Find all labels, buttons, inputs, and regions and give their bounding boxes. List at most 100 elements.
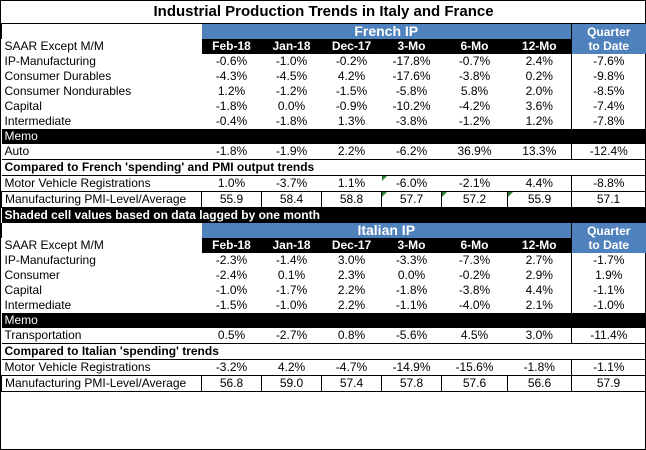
table-cell: -2.4% <box>215 268 248 282</box>
row-label: IP-Manufacturing <box>4 54 96 68</box>
table-cell: 58.4 <box>261 191 322 208</box>
qtd-line1: Quarter <box>587 25 631 39</box>
table-cell: -1.0% <box>275 298 308 312</box>
table-cell: -1.1% <box>570 359 646 376</box>
table-row: IP-Manufacturing -0.6% -1.0% -0.2% -17.8% -0.… <box>2 54 646 69</box>
table-cell: 1.9% <box>570 268 646 283</box>
table-row: Consumer -2.4% 0.1% 2.3% 0.0% -0.2% 2.9% 1.9% <box>2 268 646 283</box>
table-cell: 57.4 <box>321 375 382 392</box>
table-row: Capital -1.0% -1.7% 2.2% -1.8% -3.8% 4.4% -1.1% <box>2 283 646 298</box>
table-cell: 4.2% <box>337 69 366 83</box>
table-cell: 57.7 <box>381 191 442 208</box>
col-header: Feb-18 <box>201 39 262 54</box>
table-cell: -6.0% <box>381 175 442 192</box>
row-label: Consumer <box>4 268 60 282</box>
qtd-line2: to Date <box>588 39 630 53</box>
table-cell: 36.9% <box>457 144 492 158</box>
col-header: 3-Mo <box>381 238 442 253</box>
table-cell: 2.1% <box>525 298 553 312</box>
col-header: 6-Mo <box>441 39 508 54</box>
table-cell: 57.6 <box>441 375 508 392</box>
col-header: Feb-18 <box>201 238 262 253</box>
table-row: Auto -1.8% -1.9% 2.2% -6.2% 36.9% 13.3% -12.4% <box>2 144 646 160</box>
table-cell: 55.9 <box>507 191 572 208</box>
row-label: Capital <box>4 99 42 113</box>
french-memo: Auto -1.8% -1.9% 2.2% -6.2% 36.9% 13.3% -12.4% <box>2 144 646 160</box>
table-cell: 2.7% <box>525 253 553 267</box>
table-row: IP-Manufacturing -2.3% -1.4% 3.0% -3.3% -7.3%… <box>2 253 646 268</box>
table-cell: 58.8 <box>321 191 382 208</box>
table-cell: -1.9% <box>275 144 308 158</box>
french-compared-label: Compared to French 'spending' and PMI ou… <box>1 159 646 176</box>
table-cell: -1.8% <box>275 114 308 128</box>
table-cell: 57.2 <box>441 191 508 208</box>
table-cell: -3.8% <box>458 283 491 297</box>
italian-memo-band: Memo <box>1 313 646 328</box>
table-cell: 4.2% <box>277 360 306 374</box>
table-cell: 13.3% <box>522 144 557 158</box>
table-cell: 4.4% <box>525 283 553 297</box>
table-cell: 57.9 <box>570 375 646 392</box>
table-cell: 1.3% <box>337 114 366 128</box>
table-cell: -3.2% <box>215 360 248 374</box>
table-cell: 3.6% <box>525 99 553 113</box>
table-cell: -8.5% <box>570 84 646 99</box>
table-cell: 2.2% <box>337 144 366 158</box>
row-label: Consumer Nondurables <box>4 84 132 98</box>
row-label: Consumer Durables <box>4 69 112 83</box>
table-row: Intermediate -0.4% -1.8% 1.3% -3.8% -1.2% 1.2%… <box>2 114 646 129</box>
italian-header-label: SAAR Except M/M <box>4 238 104 252</box>
row-label: Motor Vehicle Registrations <box>4 360 151 374</box>
table-cell: -7.6% <box>570 54 646 69</box>
ip-trends-table: Industrial Production Trends in Italy an… <box>1 1 646 392</box>
table-cell: -0.2% <box>458 268 491 282</box>
italian-section-title: Italian IP <box>201 223 572 238</box>
table-cell: -2.1% <box>458 176 491 190</box>
table-cell: -5.6% <box>395 328 428 342</box>
table-cell: 0.0% <box>397 268 426 282</box>
table-cell: -2.7% <box>275 328 308 342</box>
table-row: Transportation 0.5% -2.7% 0.8% -5.6% 4.5% 3.0%… <box>2 328 646 344</box>
table-cell: -1.0% <box>570 298 646 313</box>
table-row: Motor Vehicle Registrations 1.0% -3.7% 1.1%… <box>2 175 646 192</box>
table-cell: -1.1% <box>570 283 646 298</box>
table-cell: 1.2% <box>217 84 246 98</box>
table-cell: -10.2% <box>392 99 431 113</box>
italian-memo: Transportation 0.5% -2.7% 0.8% -5.6% 4.5% 3.0%… <box>2 328 646 344</box>
french-memo-band: Memo <box>1 129 646 144</box>
table-cell: -1.7% <box>275 283 308 297</box>
table-cell: 2.0% <box>525 84 553 98</box>
table-row: Manufacturing PMI-Level/Average 56.8 59.0 5… <box>1 375 646 392</box>
table-row: Intermediate -1.5% -1.0% 2.2% -1.1% -4.0% 2.1%… <box>2 298 646 313</box>
row-label: Manufacturing PMI-Level/Average <box>1 191 202 208</box>
col-header: Dec-17 <box>321 39 382 54</box>
table-cell: -3.8% <box>395 114 428 128</box>
row-label: Intermediate <box>4 298 72 312</box>
french-header-label: SAAR Except M/M <box>4 39 104 53</box>
french-compared: Motor Vehicle Registrations 1.0% -3.7% 1.1%… <box>1 175 646 208</box>
french-section-title: French IP <box>201 23 572 39</box>
col-header: 12-Mo <box>507 238 572 253</box>
table-cell: 0.8% <box>337 328 366 342</box>
table-cell: -0.9% <box>335 99 368 113</box>
table-cell: -4.2% <box>458 99 491 113</box>
table-row: Motor Vehicle Registrations -3.2% 4.2% -4.7… <box>2 359 646 376</box>
table-row: Consumer Nondurables 1.2% -1.2% -1.5% -5.8% 5… <box>2 84 646 99</box>
col-header: Jan-18 <box>261 238 322 253</box>
table-cell: -3.3% <box>395 253 428 267</box>
table-cell: -8.8% <box>570 175 646 192</box>
table-cell: -4.0% <box>458 298 491 312</box>
french-qtd-header: Quarter to Date <box>570 23 646 54</box>
table-cell: -7.8% <box>570 114 646 129</box>
table-cell: -6.2% <box>395 144 428 158</box>
table-cell: -1.2% <box>458 114 491 128</box>
table-cell: 57.1 <box>570 191 646 208</box>
table-cell: 0.5% <box>217 328 246 342</box>
table-cell: 2.4% <box>525 54 553 68</box>
table-cell: -1.5% <box>215 298 248 312</box>
table-row: Capital -1.8% 0.0% -0.9% -10.2% -4.2% 3.6% -7.4… <box>2 99 646 114</box>
col-header: Jan-18 <box>261 39 322 54</box>
table-cell: -3.7% <box>275 176 308 190</box>
row-label: Manufacturing PMI-Level/Average <box>1 375 202 392</box>
table-cell: -17.6% <box>392 69 431 83</box>
